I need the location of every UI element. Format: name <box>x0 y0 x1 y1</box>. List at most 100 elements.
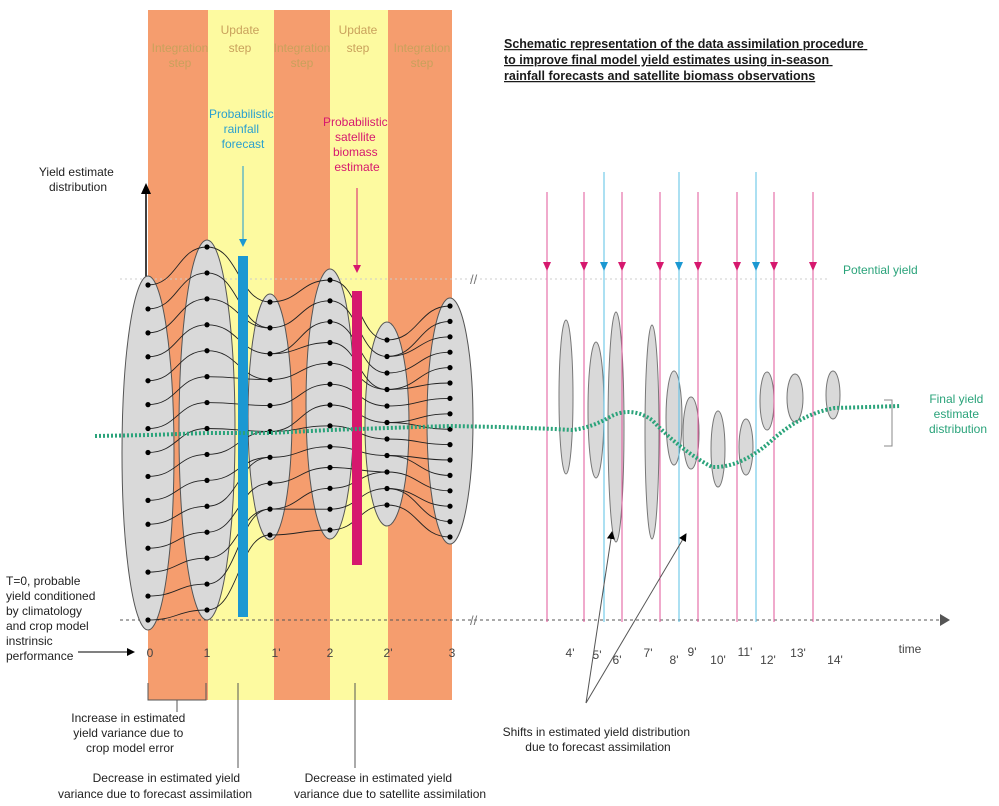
trajectory-segment <box>269 342 331 355</box>
ensemble-point <box>447 519 453 525</box>
ensemble-point <box>145 545 151 551</box>
time-tick-label: 4' <box>566 646 575 660</box>
t0-label: T=0, probable yield conditioned by clima… <box>6 574 99 663</box>
shift-pointer-2 <box>585 533 687 704</box>
decrease-satellite-label: Decrease in estimated yield variance due… <box>294 771 486 801</box>
distribution-6p <box>607 311 625 543</box>
trajectory-segment <box>386 397 451 407</box>
ensemble-point <box>267 402 273 409</box>
ensemble-point <box>447 318 453 324</box>
ensemble-point <box>447 411 453 417</box>
ensemble-point <box>204 348 210 354</box>
ensemble-point <box>447 503 453 509</box>
ensemble-point <box>145 473 151 480</box>
distribution-step-1p <box>247 293 293 541</box>
ensemble-point <box>327 506 333 512</box>
ensemble-point <box>145 497 151 503</box>
ensemble-point <box>267 532 273 538</box>
time-tick-label: 13' <box>790 646 806 660</box>
ensemble-point <box>204 477 210 483</box>
trajectory-segment <box>269 300 331 329</box>
trajectory-segment <box>147 505 208 525</box>
trajectory-segment <box>269 404 331 432</box>
time-tick-label: 9' <box>688 645 697 659</box>
trajectory-segment <box>386 305 451 341</box>
ensemble-point <box>204 581 210 587</box>
ensemble-point <box>145 282 151 288</box>
trajectory-segment <box>386 471 451 492</box>
ensemble-point <box>384 419 390 426</box>
ensemble-point <box>327 464 333 471</box>
observation-arrows <box>543 172 817 622</box>
trajectory-segment <box>269 383 331 407</box>
ensemble-point <box>327 360 333 366</box>
ensemble-point <box>204 322 210 328</box>
trajectory-segment <box>269 425 331 432</box>
satellite-arrowhead <box>580 262 588 271</box>
trajectory-segment <box>147 376 208 406</box>
trajectory-segment <box>386 336 451 357</box>
trajectory-segment <box>147 428 208 453</box>
satellite-assimilation-bar <box>352 291 362 565</box>
step-label: 2 <box>327 646 334 660</box>
ensemble-point <box>327 485 333 491</box>
trajectory-segment <box>147 583 208 597</box>
ensemble-points <box>145 244 453 623</box>
ensemble-point <box>447 365 453 371</box>
trajectory-segment <box>386 455 451 476</box>
ensemble-point <box>384 337 390 343</box>
ensemble-point <box>327 319 333 325</box>
time-tick-label: 8' <box>670 653 679 667</box>
final-distribution-bracket <box>884 399 893 447</box>
step-label: 1 <box>204 646 211 660</box>
distribution-11p <box>738 418 754 476</box>
trajectory-segment <box>147 479 208 501</box>
ensemble-point <box>145 521 151 527</box>
yield-axis-arrow <box>141 183 151 194</box>
time-tick-label: 7' <box>644 646 653 660</box>
ensemble-point <box>447 349 453 355</box>
trajectory-segment <box>269 487 331 510</box>
ensemble-point <box>204 503 210 509</box>
ensemble-point <box>204 529 210 535</box>
ensemble-point <box>204 374 210 380</box>
ensemble-point <box>267 506 273 512</box>
ensemble-point <box>384 436 390 442</box>
final-yield-label: Final yield estimate distribution <box>929 392 987 436</box>
ensemble-point <box>384 370 390 376</box>
trajectory-segment <box>269 321 331 355</box>
trajectory-segment <box>147 453 208 477</box>
ensemble-point <box>267 325 273 331</box>
step-label: 3 <box>449 646 456 660</box>
ensemble-point <box>204 244 210 250</box>
ensemble-point <box>447 534 453 540</box>
ensemble-point <box>267 351 273 357</box>
time-tick-label: 11' <box>738 645 753 659</box>
trajectory-segment <box>386 413 451 423</box>
satellite-arrowhead <box>618 262 626 271</box>
time-tick-label: 10' <box>710 653 726 667</box>
break-mark-bottom: // <box>470 613 478 628</box>
trajectory-segment <box>147 272 208 310</box>
bottom-brackets <box>147 683 356 768</box>
satellite-arrowhead <box>543 262 551 271</box>
distribution-step-3 <box>426 297 474 545</box>
time-tick-label: 6' <box>613 653 622 667</box>
trajectory-segment <box>386 422 451 430</box>
ensemble-point <box>204 607 210 613</box>
distribution-4p <box>558 319 574 475</box>
ensemble-point <box>327 444 333 450</box>
ensemble-point <box>145 449 151 456</box>
distribution-5p <box>587 341 605 479</box>
ensemble-point <box>267 299 273 305</box>
ensemble-point <box>384 502 390 508</box>
distribution-14p <box>825 370 841 420</box>
trajectory-segment <box>147 324 208 358</box>
ensemble-point <box>384 353 390 360</box>
time-tick-label: 5' <box>593 648 602 662</box>
trajectory-segment <box>386 351 451 374</box>
distribution-8p <box>665 370 683 466</box>
ensemble-point <box>145 593 151 599</box>
ensemble-point <box>384 386 390 393</box>
